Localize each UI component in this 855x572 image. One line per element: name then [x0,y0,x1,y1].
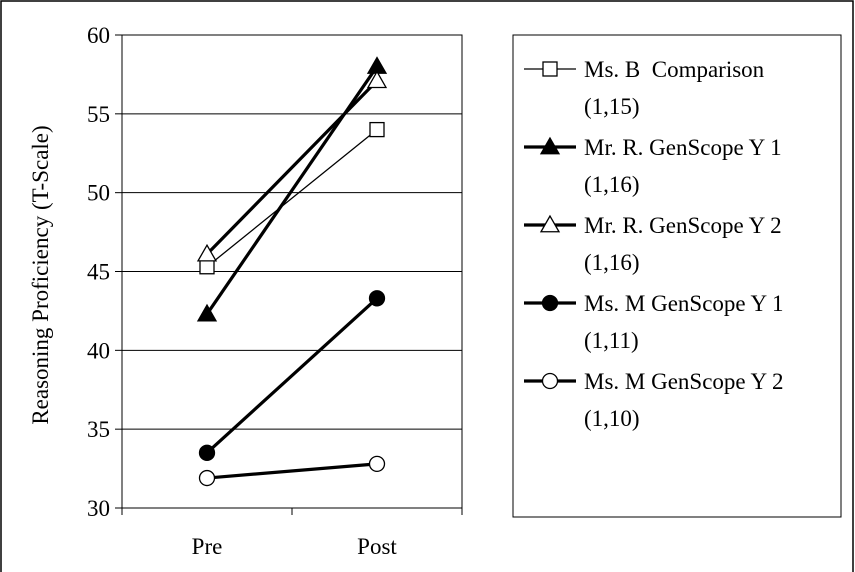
legend-label: Mr. R. GenScope Y 2 [584,213,782,238]
legend-marker [539,214,561,233]
legend: Ms. B Comparison (1,15) Mr. R. GenScope Y … [524,57,784,431]
data-point [199,259,215,275]
legend-label: Ms. M GenScope Y 2 [584,369,784,394]
y-tick-label: 30 [87,496,110,521]
legend-sublabel: (1,11) [584,328,639,353]
series-line [205,297,379,455]
y-axis-label: Reasoning Proficiency (T-Scale) [28,125,53,424]
legend-marker [539,136,561,155]
y-tick-label: 60 [87,23,110,48]
legend-sublabel: (1,16) [584,250,640,275]
x-tick-label: Post [357,534,397,559]
y-tick-label: 35 [87,417,110,442]
data-point [368,290,386,307]
data-point [368,455,386,473]
y-tick-label: 55 [87,102,110,127]
y-tick-label: 50 [87,181,110,206]
y-tick-label: 40 [87,338,110,363]
series-line [205,65,379,315]
data-point [366,70,388,89]
legend-sublabel: (1,16) [584,172,640,197]
plot-area: 30 35 40 45 50 55 60 Pre Post [87,23,463,559]
legend-label: Ms. M GenScope Y 1 [584,291,784,316]
legend-box [512,34,842,518]
data-point [369,121,385,138]
legend-marker [541,294,559,312]
data-point [198,444,216,461]
series-line [206,462,378,480]
series-line [205,79,379,256]
legend-label: Mr. R. GenScope Y 1 [584,135,782,160]
data-point [196,303,218,322]
legend-label: Ms. B Comparison [584,57,765,82]
legend-sublabel: (1,15) [584,94,640,119]
legend-sublabel: (1,10) [584,406,640,431]
legend-marker [541,372,559,390]
data-point [198,469,216,487]
x-tick-label: Pre [192,534,223,559]
data-point [196,243,218,262]
series-line [206,129,378,268]
y-tick-label: 45 [87,260,110,285]
legend-marker [542,61,558,77]
